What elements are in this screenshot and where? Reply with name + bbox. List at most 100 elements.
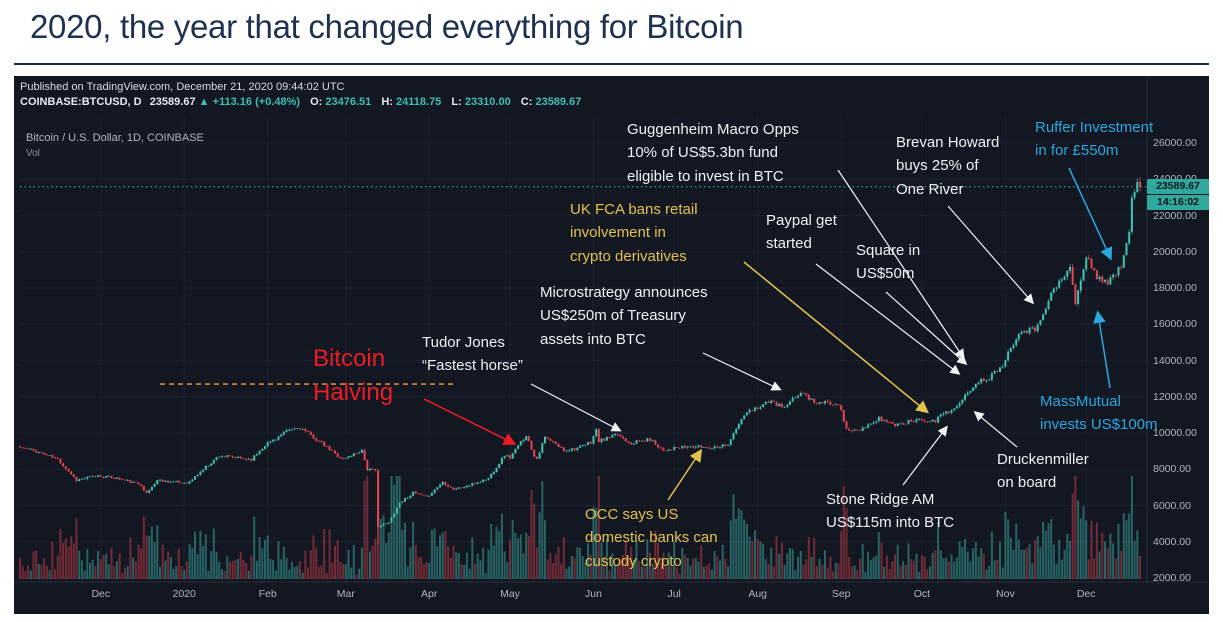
time-tick-label: Dec [1076, 588, 1096, 600]
time-tick-label: Mar [336, 588, 355, 600]
annotation-arrow-ruffer [1068, 167, 1113, 261]
annotation-arrow-druckenmiller [973, 411, 1018, 448]
last-price-badge: 23589.67 [1147, 179, 1209, 194]
annotation-arrow-bitcoin-halving [423, 398, 517, 445]
annotation-square: Square in US$50m [856, 239, 920, 286]
annotation-arrow-microstrategy [702, 352, 782, 391]
tradingview-chart: Published on TradingView.com, December 2… [14, 76, 1209, 614]
annotation-line: Microstrategy announces [540, 284, 708, 301]
candlestick-plot[interactable] [14, 76, 1209, 614]
high-value: 24118.75 [396, 96, 442, 108]
annotation-arrow-uk-fca [743, 261, 929, 414]
annotation-line: Bitcoin [313, 345, 386, 372]
annotation-line: Guggenheim Macro Opps [627, 121, 799, 138]
annotation-uk-fca: UK FCA bans retail involvement in crypto d… [570, 198, 698, 268]
price-tick-label: 12000.00 [1153, 390, 1197, 403]
countdown-badge: 14:16:02 [1147, 195, 1209, 210]
annotation-line: buys 25% of [896, 157, 979, 175]
price-tick-label: 26000.00 [1153, 137, 1197, 149]
price-tick-label: 8000.00 [1153, 463, 1191, 476]
annotation-line: US$115m into BTC [826, 514, 955, 532]
price-tick-label: 6000.00 [1153, 499, 1191, 512]
price-tick-label: 18000.00 [1153, 282, 1197, 294]
close-value: 23589.67 [535, 96, 582, 108]
open-value: 23476.51 [325, 96, 372, 108]
price-tick-label: 2000.00 [1153, 572, 1191, 584]
grid-lines [20, 116, 1147, 582]
annotation-brevan-howard: Brevan Howard buys 25% of One River [896, 131, 999, 201]
price-tick-label: 22000.00 [1153, 209, 1197, 222]
annotation-tudor-jones: Tudor Jones “Fastest horse” [422, 331, 523, 378]
low-label: L: [451, 96, 462, 108]
price-tick-label: 20000.00 [1153, 245, 1197, 258]
price-tick-label: 14000.00 [1153, 354, 1197, 367]
time-tick-label: Sep [831, 588, 851, 600]
annotation-line: Stone Ridge AM [826, 491, 935, 508]
time-tick-label: May [500, 588, 520, 600]
annotation-line: custody crypto [585, 552, 682, 570]
annotation-line: One River [896, 180, 964, 198]
low-value: 23310.00 [464, 96, 511, 108]
high-label: H: [381, 96, 393, 108]
annotation-line: UK FCA bans retail [570, 201, 698, 218]
annotation-line: involvement in [570, 224, 666, 242]
annotation-arrow-stone-ridge [902, 425, 948, 486]
annotation-line: crypto derivatives [570, 247, 687, 265]
annotation-bitcoin-halving: Bitcoin Halving [313, 342, 393, 409]
volume-pane-label: Vol [26, 148, 40, 159]
title-divider [14, 63, 1209, 65]
annotation-line: Tudor Jones [422, 334, 505, 351]
annotation-line: US$50m [856, 265, 915, 283]
annotation-line: 10% of US$5.3bn fund [627, 144, 778, 162]
instrument-label: Bitcoin / U.S. Dollar, 1D, COINBASE [26, 132, 204, 144]
change-text: ▲ +113.16 (+0.48%) [198, 96, 301, 108]
annotation-arrow-paypal [815, 263, 961, 375]
annotation-arrow-tudor-jones [530, 383, 622, 432]
annotation-line: started [766, 235, 812, 253]
last-price-text: 23589.67 [149, 96, 196, 108]
close-label: C: [520, 96, 533, 108]
symbol-label: COINBASE:BTCUSD, D [20, 96, 142, 108]
annotation-line: invests US$100m [1040, 416, 1158, 434]
time-tick-label: Jun [585, 588, 602, 600]
annotation-arrow-brevan-howard [947, 205, 1035, 305]
annotation-arrow-guggenheim [837, 169, 965, 360]
time-tick-label: Feb [258, 588, 277, 600]
annotation-line: “Fastest horse” [422, 357, 523, 375]
annotation-paypal: Paypal get started [766, 209, 837, 256]
time-tick-label: 2020 [172, 588, 196, 600]
annotation-arrow-square [885, 291, 968, 366]
open-label: O: [310, 96, 323, 108]
price-tick-label: 4000.00 [1153, 535, 1191, 548]
candles [19, 177, 1141, 545]
annotation-line: assets into BTC [540, 330, 646, 348]
annotation-massmutual: MassMutual invests US$100m [1040, 390, 1158, 437]
time-tick-label: Aug [748, 588, 768, 600]
time-tick-label: Oct [913, 588, 931, 600]
price-tick-label: 10000.00 [1153, 427, 1197, 439]
annotation-line: US$250m of Treasury [540, 307, 686, 325]
annotation-line: in for £550m [1035, 142, 1119, 160]
annotation-arrow-occ [667, 448, 703, 501]
ohlc-readout: COINBASE:BTCUSD, D 23589.67 ▲ +113.16 (+… [20, 96, 581, 108]
annotation-line: eligible to invest in BTC [627, 167, 784, 185]
annotation-line: Brevan Howard [896, 134, 1000, 151]
annotation-arrow-massmutual [1093, 310, 1111, 389]
time-tick-label: Apr [421, 588, 438, 600]
annotation-line: MassMutual [1040, 393, 1121, 410]
page-title: 2020, the year that changed everything f… [30, 8, 744, 45]
annotation-occ: OCC says US domestic banks can custody cry… [585, 503, 718, 573]
price-tick-label: 16000.00 [1153, 318, 1197, 331]
annotation-stone-ridge: Stone Ridge AM US$115m into BTC [826, 488, 954, 535]
annotation-ruffer: Ruffer Investment in for £550m [1035, 116, 1153, 163]
annotation-guggenheim: Guggenheim Macro Opps 10% of US$5.3bn fun… [627, 118, 799, 188]
time-tick-label: Dec [91, 588, 111, 600]
annotation-line: Paypal get [766, 212, 837, 229]
annotation-line: Halving [313, 378, 394, 406]
published-caption: Published on TradingView.com, December 2… [20, 81, 345, 93]
annotation-druckenmiller: Druckenmiller on board [997, 448, 1089, 495]
annotation-line: Ruffer Investment [1035, 119, 1154, 136]
annotation-line: Square in [856, 242, 921, 259]
volume-bars [19, 476, 1141, 579]
